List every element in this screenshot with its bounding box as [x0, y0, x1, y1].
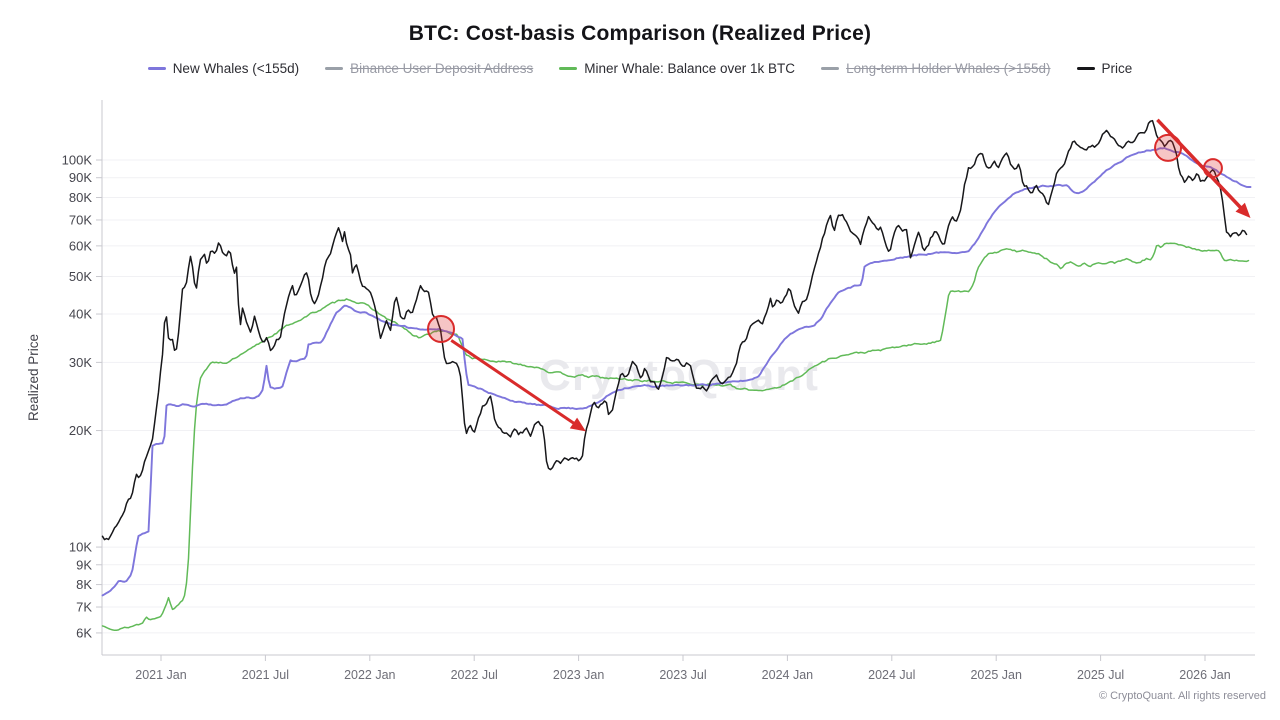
- legend-label: Price: [1101, 61, 1133, 76]
- svg-text:6K: 6K: [76, 625, 92, 640]
- series-lines: [101, 119, 1252, 632]
- x-tick-labels: 2021 Jan 2021 Jul 2022 Jan 2022 Jul 2023 Jan…: [135, 668, 1230, 682]
- legend-item-2[interactable]: Miner Whale: Balance over 1k BTC: [559, 61, 795, 76]
- annotation-arrow-0: [450, 339, 580, 428]
- legend-line-marker: [559, 67, 578, 70]
- annotations: [427, 118, 1251, 432]
- chart-title: BTC: Cost-basis Comparison (Realized Pri…: [408, 22, 872, 45]
- svg-text:2024 Jan: 2024 Jan: [762, 668, 813, 682]
- svg-text:10K: 10K: [69, 540, 92, 555]
- svg-text:2023 Jul: 2023 Jul: [659, 668, 706, 682]
- legend-item-0[interactable]: New Whales (<155d): [147, 61, 300, 76]
- series-price: [101, 119, 1248, 541]
- annotation-arrowhead-0: [569, 417, 586, 432]
- svg-text:100K: 100K: [62, 153, 93, 168]
- svg-text:2024 Jul: 2024 Jul: [868, 668, 915, 682]
- y-axis-title: Realized Price: [26, 334, 41, 421]
- legend-label: Binance User Deposit Address: [350, 61, 534, 76]
- annotation-arrowhead-1: [1235, 202, 1251, 218]
- svg-text:90K: 90K: [69, 170, 92, 185]
- legend-item-3[interactable]: Long-term Holder Whales (>155d): [821, 61, 1051, 76]
- plot-area[interactable]: [102, 100, 1255, 655]
- legend-label: Miner Whale: Balance over 1k BTC: [584, 61, 796, 76]
- svg-text:50K: 50K: [69, 269, 92, 284]
- legend-label: New Whales (<155d): [172, 61, 300, 76]
- legend: New Whales (<155d) Binance User Deposit A…: [0, 61, 1280, 76]
- svg-text:60K: 60K: [69, 238, 92, 253]
- svg-text:2021 Jan: 2021 Jan: [135, 668, 186, 682]
- svg-text:2025 Jul: 2025 Jul: [1077, 668, 1124, 682]
- annotation-circle-1: [1154, 133, 1183, 162]
- legend-line-marker: [325, 67, 344, 70]
- svg-text:80K: 80K: [69, 190, 92, 205]
- svg-text:40K: 40K: [69, 307, 92, 322]
- annotation-arrow-1: [1156, 118, 1246, 213]
- svg-text:2025 Jan: 2025 Jan: [970, 668, 1021, 682]
- svg-text:30K: 30K: [69, 355, 92, 370]
- legend-item-1[interactable]: Binance User Deposit Address: [325, 61, 533, 76]
- svg-text:2022 Jul: 2022 Jul: [451, 668, 498, 682]
- legend-line-marker: [147, 67, 166, 70]
- series-new-whales-155d: [101, 147, 1252, 597]
- y-gridlines: [102, 159, 1255, 634]
- legend-line-marker: [821, 67, 840, 70]
- legend-line-marker: [1076, 67, 1095, 70]
- svg-text:8K: 8K: [76, 577, 92, 592]
- svg-text:20K: 20K: [69, 423, 92, 438]
- legend-label: Long-term Holder Whales (>155d): [846, 61, 1051, 76]
- svg-text:2023 Jan: 2023 Jan: [553, 668, 604, 682]
- svg-text:70K: 70K: [69, 212, 92, 227]
- axes: [96, 100, 1255, 661]
- svg-text:7K: 7K: [76, 600, 92, 615]
- svg-text:2022 Jan: 2022 Jan: [344, 668, 395, 682]
- svg-text:2026 Jan: 2026 Jan: [1179, 668, 1230, 682]
- copyright-notice: © CryptoQuant. All rights reserved: [1098, 690, 1266, 702]
- legend-item-4[interactable]: Price: [1076, 61, 1133, 76]
- annotation-circle-0: [427, 314, 456, 343]
- svg-text:2021 Jul: 2021 Jul: [242, 668, 289, 682]
- svg-text:9K: 9K: [76, 557, 92, 572]
- y-tick-labels: 100K 90K 80K 70K 60K 50K 40K 30K 20K 10K 9K 8K 7K 6K: [62, 153, 93, 641]
- series-miner-whale-balance-over-1k-btc: [101, 242, 1250, 632]
